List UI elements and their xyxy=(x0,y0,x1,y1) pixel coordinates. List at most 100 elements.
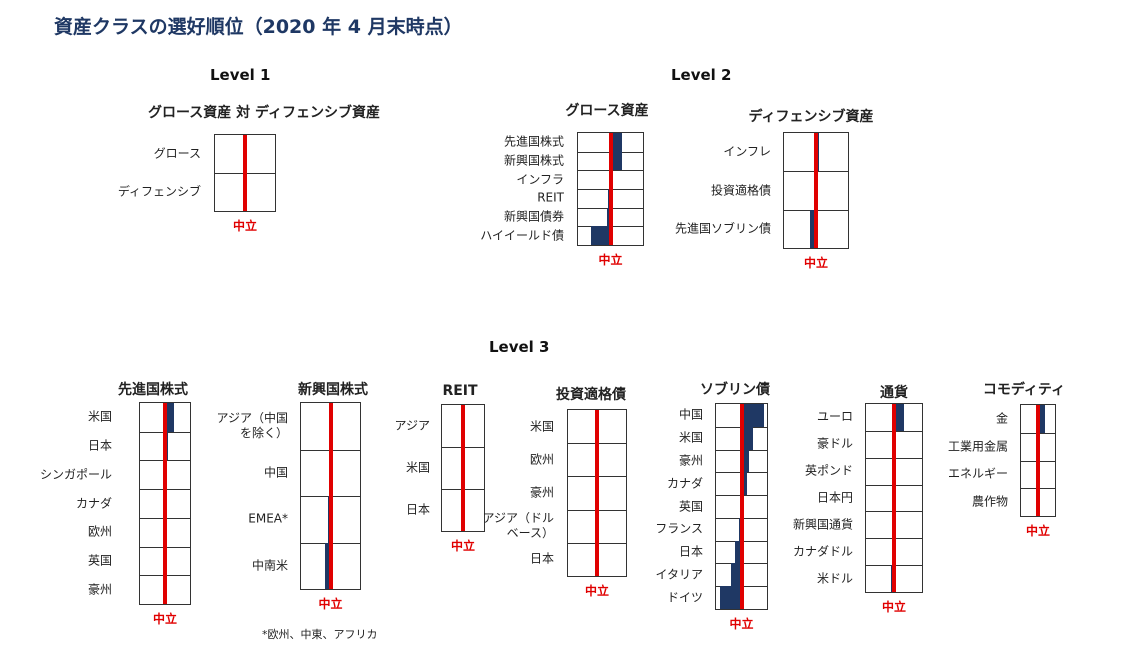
row-label: 英国 xyxy=(678,499,703,513)
row-label: 先進国ソブリン債 xyxy=(674,221,771,236)
row-label: 米国 xyxy=(529,419,554,434)
row-label: カナダ xyxy=(666,476,703,491)
bar xyxy=(741,449,750,473)
chart-title: グロース資産 対 ディフェンシブ資産 xyxy=(147,105,381,121)
neutral-line xyxy=(608,133,613,245)
chart-level3-ig-bonds xyxy=(567,409,627,577)
neutral-line xyxy=(243,135,247,211)
row-label: イタリア xyxy=(655,567,703,582)
neutral-line xyxy=(814,133,818,248)
row-label: アジア（ドル ベース） xyxy=(482,511,554,541)
row-label: ディフェンシブ xyxy=(117,184,201,199)
row-label: 豪州 xyxy=(87,582,112,597)
row-label: 日本 xyxy=(678,544,703,559)
bar xyxy=(809,209,816,248)
neutral-label: 中立 xyxy=(450,539,476,553)
bar xyxy=(324,542,331,589)
row-label: REIT xyxy=(537,190,564,205)
neutral-line xyxy=(328,403,333,589)
row-label: インフラ xyxy=(516,172,564,187)
chart-title: 通貨 xyxy=(880,385,908,401)
chart-title: REIT xyxy=(442,383,478,399)
row-label: 米国 xyxy=(87,409,112,424)
chart-level3-currency xyxy=(865,403,923,593)
row-label: 日本 xyxy=(529,551,554,566)
neutral-line xyxy=(892,404,896,592)
row-label: 中国 xyxy=(263,465,288,480)
row-label: アジア xyxy=(394,418,430,433)
row-label: グロース xyxy=(153,146,201,161)
row-label: 欧州 xyxy=(529,452,554,467)
bar xyxy=(1038,405,1045,433)
neutral-line xyxy=(461,405,465,531)
bar xyxy=(735,540,742,564)
row-label: 金 xyxy=(995,411,1008,426)
row-label: 先進国株式 xyxy=(503,134,564,149)
row-label: 新興国株式 xyxy=(503,153,564,168)
bar xyxy=(731,563,742,587)
chart-level3-sovereign xyxy=(715,403,768,610)
row-label: 日本 xyxy=(87,438,112,453)
neutral-line xyxy=(739,404,744,609)
neutral-line xyxy=(163,403,167,604)
row-label: 新興国通貨 xyxy=(792,517,853,532)
row-label: エネルギー xyxy=(947,466,1008,481)
row-label: シンガポール xyxy=(39,467,112,482)
neutral-line xyxy=(1036,405,1040,516)
bar xyxy=(741,472,747,496)
row-label: EMEA* xyxy=(248,511,288,526)
chart-title: ディフェンシブ資産 xyxy=(748,109,874,125)
neutral-label: 中立 xyxy=(152,612,178,626)
row-label: 米ドル xyxy=(816,571,853,586)
row-label: 英国 xyxy=(87,553,112,568)
chart-title: コモディティ xyxy=(982,382,1066,398)
row-label: 新興国債券 xyxy=(503,209,564,224)
row-label: 欧州 xyxy=(87,524,112,539)
row-label: 日本 xyxy=(405,502,430,517)
row-label: ハイイールド債 xyxy=(480,228,564,243)
chart-title: 新興国株式 xyxy=(298,382,368,398)
chart-level3-commodity xyxy=(1020,404,1056,517)
row-label: 工業用金属 xyxy=(947,439,1008,454)
chart-level1-growth-vs-defensive xyxy=(214,134,276,212)
chart-title: 投資適格債 xyxy=(556,387,626,403)
bar xyxy=(165,403,174,432)
bar xyxy=(610,133,622,152)
bar xyxy=(591,226,611,245)
chart-level3-reit xyxy=(441,404,485,532)
neutral-label: 中立 xyxy=(881,600,907,614)
row-label: 豪州 xyxy=(678,453,703,468)
row-label: ドイツ xyxy=(666,590,703,605)
footnote: *欧州、中東、アフリカ xyxy=(262,628,378,641)
row-label: 日本円 xyxy=(816,490,853,505)
bar xyxy=(719,586,742,609)
neutral-label: 中立 xyxy=(1025,524,1051,538)
chart-level2-growth xyxy=(577,132,644,246)
row-label: 豪ドル xyxy=(816,436,853,451)
row-label: フランス xyxy=(655,521,703,536)
row-label: 米国 xyxy=(678,430,703,445)
chart-level3-em-equity xyxy=(300,402,361,590)
chart-level3-dm-equity xyxy=(139,402,191,605)
bar xyxy=(894,404,904,431)
row-label: インフレ xyxy=(723,144,771,159)
neutral-label: 中立 xyxy=(729,617,754,631)
level-1-title: Level 1 xyxy=(210,66,271,84)
row-label: カナダ xyxy=(75,496,112,510)
neutral-label: 中立 xyxy=(803,256,829,270)
row-label: ユーロ xyxy=(816,409,853,424)
level-2-title: Level 2 xyxy=(671,66,732,84)
row-label: 英ポンド xyxy=(804,463,853,478)
chart-title: 先進国株式 xyxy=(118,382,188,398)
row-label: アジア（中国 を除く） xyxy=(216,411,288,441)
neutral-label: 中立 xyxy=(584,584,610,598)
chart-title: ソブリン債 xyxy=(700,382,770,398)
row-label: 中国 xyxy=(678,407,703,422)
neutral-line xyxy=(595,410,599,576)
row-label: 中南米 xyxy=(251,558,288,573)
level-3-title: Level 3 xyxy=(489,338,550,356)
row-label: 投資適格債 xyxy=(710,183,771,197)
row-label: カナダドル xyxy=(792,544,853,559)
row-label: 豪州 xyxy=(529,485,554,500)
